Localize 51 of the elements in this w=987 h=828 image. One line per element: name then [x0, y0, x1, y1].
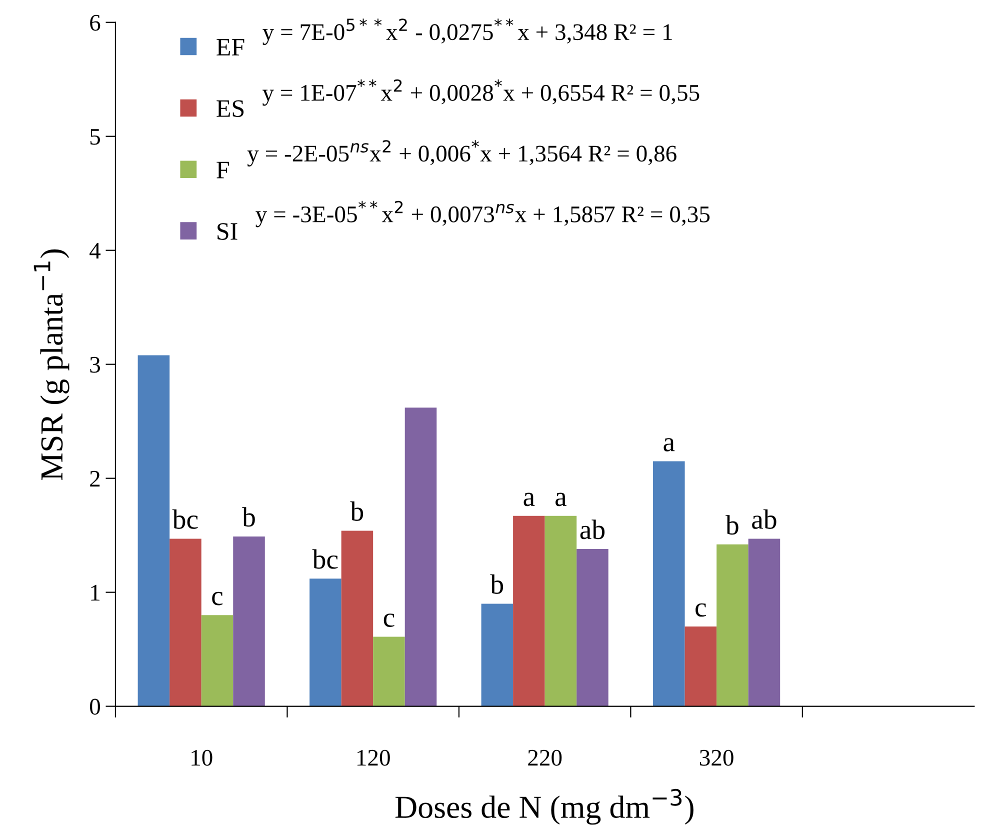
- bar: [404, 408, 437, 706]
- x-axis-title: Doses de N (mg dm$^{−3}$): [395, 788, 694, 825]
- data-label: ab: [580, 520, 605, 540]
- data-label: bc: [172, 509, 198, 529]
- data-label: a: [524, 492, 535, 506]
- bar: [341, 530, 374, 706]
- bar: [170, 538, 202, 706]
- bar: [576, 548, 608, 706]
- bar: [310, 578, 342, 706]
- data-label: b: [726, 515, 738, 535]
- y-tick-label: 3: [90, 356, 100, 373]
- legend-label: ES: [216, 100, 244, 118]
- data-label: b: [242, 507, 255, 527]
- y-tick-label: 4: [90, 242, 101, 259]
- data-label: a: [556, 492, 566, 506]
- data-label: c: [384, 614, 394, 627]
- data-label: c: [212, 592, 223, 606]
- bar: [544, 516, 577, 706]
- legend-label: SI: [218, 223, 238, 240]
- bar: [373, 636, 405, 706]
- x-tick-label: 10: [192, 750, 212, 766]
- legend-label: F: [216, 162, 229, 178]
- y-tick-label: 6: [90, 14, 100, 31]
- y-tick-label: 5: [90, 129, 100, 145]
- annotation: y = -2E-05$^{ns}$x$^{2}$ + 0,006$^{*}$x + 1,3564 R² = 0,86: [247, 140, 676, 166]
- annotation: y = 7E-0$^{5**}$x$^{2}$ - 0,0275$^{**}$x + 3,348 R² = 1: [262, 18, 672, 45]
- bar: [716, 544, 748, 706]
- data-label: b: [350, 501, 364, 521]
- data-label: c: [696, 603, 706, 617]
- bar: [233, 536, 265, 706]
- annotation: y = 1E-07$^{**}$x$^{2}$ + 0,0028$^{*}$x + 0,6554 R² = 0,55: [262, 79, 700, 106]
- y-tick-label: 2: [90, 470, 100, 486]
- bar: [684, 626, 717, 706]
- y-axis-title: MSR (g planta$^{−1}$): [34, 249, 70, 480]
- data-label: ab: [752, 509, 776, 529]
- data-label: a: [664, 438, 675, 452]
- data-label: b: [490, 574, 504, 594]
- x-tick-label: 120: [357, 750, 390, 766]
- bar: [513, 516, 545, 706]
- bar: [748, 538, 780, 706]
- bar: [481, 604, 514, 706]
- data-label: bc: [312, 549, 338, 569]
- bar: [653, 461, 685, 706]
- bar: [138, 355, 170, 706]
- legend-label: EF: [216, 38, 244, 56]
- y-tick-label: 1: [91, 584, 100, 600]
- x-tick-label: 320: [700, 750, 734, 766]
- annotation: y = -3E-05$^{**}$x$^{2}$ + 0,0073$^{ns}$x + 1,5857 R² = 0,35: [256, 200, 710, 228]
- bar: [201, 615, 234, 706]
- y-tick-label: 0: [90, 698, 100, 715]
- x-tick-label: 220: [528, 750, 562, 766]
